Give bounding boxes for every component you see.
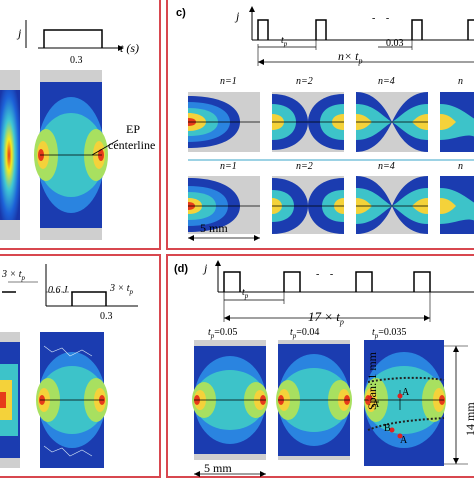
panel-a: j t (s) 0.3 EP cente <box>0 0 161 250</box>
panel-c-row1-maps <box>188 92 474 152</box>
panel-b-formula: 3 × tp <box>2 269 26 282</box>
panel-c-row2-label: n=2 <box>296 161 313 172</box>
panel-d: (d) j tp - - 17 × tp tp=0.05 tp=0.04 tp=… <box>166 254 474 478</box>
panel-a-ep-label: EP <box>126 122 141 136</box>
panel-c-label: c) <box>176 7 186 19</box>
panel-d-point-a1: A <box>372 399 380 410</box>
panel-a-t-label: t (s) <box>120 41 139 55</box>
panel-c-tp-label: tp <box>281 35 288 48</box>
panel-c-row2-label: n=1 <box>220 161 237 172</box>
panel-d-map-1 <box>192 340 268 460</box>
panel-b-formula2: 3 × tp <box>110 283 134 296</box>
panel-a-j-label: j <box>18 26 22 40</box>
panel-d-span-label: Span: 1 mm <box>365 351 379 410</box>
panel-c-dashes: - - <box>372 13 394 24</box>
panel-d-point-b1: B <box>384 423 391 434</box>
panel-d-caption: tp=0.035 <box>372 327 407 340</box>
panel-b-waveforms <box>2 264 138 307</box>
panel-a-centerline-label: centerline <box>108 138 156 152</box>
panel-a-waveform <box>25 20 124 51</box>
panel-b: 3 × tp 0.6 J 3 × tp 0.3 <box>0 254 161 478</box>
panel-b-tick: 0.3 <box>100 311 113 322</box>
panel-c-waveform <box>249 6 474 66</box>
panel-c-contour-maps <box>188 92 474 241</box>
panel-a-tick: 0.3 <box>70 55 83 66</box>
panel-d-caption: tp=0.05 <box>208 327 238 340</box>
panel-c-value: 0.03 <box>386 38 404 49</box>
panel-d-scale-label: 5 mm <box>204 461 232 475</box>
panel-c-row1-label: n=2 <box>296 76 313 87</box>
panel-c-row1-label: n <box>458 76 463 87</box>
panel-c-row2-label: n=4 <box>378 161 395 172</box>
panel-d-height-label: 14 mm <box>463 402 474 436</box>
panel-d-label: (d) <box>174 263 189 275</box>
panel-c-scale-label: 5 mm <box>200 221 228 235</box>
panel-c-row2-maps <box>188 176 474 234</box>
panel-b-contour-maps <box>0 332 108 468</box>
panel-b-j-level: 0.6 J <box>48 285 68 296</box>
panel-d-caption: tp=0.04 <box>290 327 320 340</box>
panel-d-tp-label: tp <box>242 287 249 300</box>
panel-c-row1-label: n=4 <box>378 76 395 87</box>
panel-d-point-a: A <box>402 387 410 398</box>
panel-d-point-a2: A <box>400 435 408 446</box>
panel-d-waveform <box>215 260 474 322</box>
panel-c: c) j tp - - 0.03 n× tp n=1 n=2 n=4 n <box>166 0 474 250</box>
panel-c-row1-label: n=1 <box>220 76 237 87</box>
panel-a-contour-maps <box>0 70 119 240</box>
panel-d-total: 17 × tp <box>308 309 344 327</box>
panel-c-row2-label: n <box>458 161 463 172</box>
panel-d-map-3 <box>364 340 446 466</box>
panel-d-dashes: - - <box>316 269 338 280</box>
panel-d-j-label: j <box>204 261 208 275</box>
panel-c-n-tp: n× tp <box>338 49 363 66</box>
panel-d-contour-maps <box>192 340 468 477</box>
panel-c-j-label: j <box>236 9 240 23</box>
panel-d-map-2 <box>276 340 352 460</box>
